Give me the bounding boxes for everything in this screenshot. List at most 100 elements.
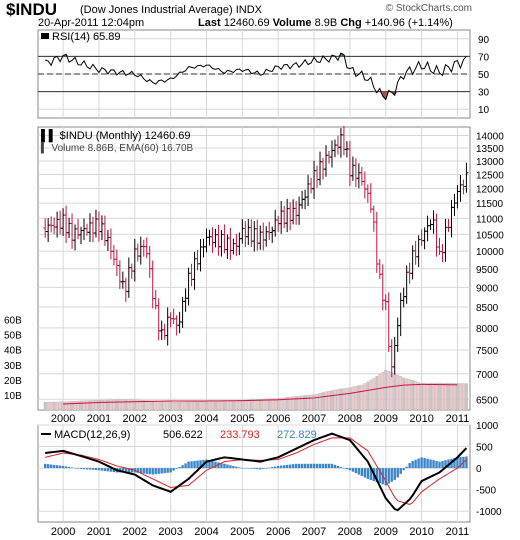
volume-bar bbox=[127, 399, 131, 411]
volume-bar bbox=[133, 399, 137, 411]
macd-histogram-bar bbox=[465, 456, 468, 469]
volume-bar bbox=[348, 387, 352, 411]
macd-histogram-bar bbox=[300, 463, 304, 469]
volume-bar bbox=[199, 401, 202, 411]
volume-bar bbox=[109, 399, 113, 411]
volume-bar bbox=[136, 399, 140, 411]
rsi-tick-label: 30 bbox=[478, 88, 490, 99]
volume-bar bbox=[285, 397, 289, 411]
macd-histogram-bar bbox=[393, 468, 396, 480]
volume-bar bbox=[145, 400, 149, 411]
volume-tick-label: 20B bbox=[4, 376, 22, 387]
volume-bar bbox=[453, 383, 456, 411]
volume-bar bbox=[73, 401, 77, 411]
volume-bar bbox=[255, 399, 259, 411]
macd-histogram-bar bbox=[241, 468, 244, 469]
macd-histogram-bar bbox=[190, 461, 193, 469]
volume-bar bbox=[321, 392, 325, 411]
macd-histogram-bar bbox=[363, 468, 367, 478]
macd-histogram-bar bbox=[130, 468, 134, 473]
macd-histogram-bar bbox=[235, 466, 238, 469]
volume-tick-label: 30B bbox=[4, 361, 22, 372]
volume-bar bbox=[193, 401, 196, 411]
index-name: (Dow Jones Industrial Average) bbox=[80, 4, 233, 16]
volume-bar bbox=[223, 400, 226, 411]
volume-bar bbox=[91, 400, 95, 411]
macd-histogram-bar bbox=[303, 463, 307, 469]
volume-bar bbox=[288, 396, 292, 411]
volume-bar bbox=[238, 400, 241, 411]
price-tick-label: 7500 bbox=[476, 346, 499, 357]
volume-bar bbox=[246, 399, 250, 411]
volume-bar bbox=[249, 399, 253, 411]
macd-histogram-bar bbox=[73, 467, 77, 469]
macd-histogram-bar bbox=[315, 463, 319, 469]
volume-bar bbox=[366, 381, 370, 411]
macd-histogram-bar bbox=[274, 466, 277, 469]
volume-bar bbox=[232, 400, 235, 411]
volume-bar bbox=[318, 393, 322, 411]
macd-histogram-bar bbox=[357, 468, 361, 475]
macd-legend-value: 506.622 bbox=[163, 429, 203, 441]
volume-bar bbox=[315, 393, 319, 411]
macd-histogram-bar bbox=[232, 465, 235, 469]
x-year-label: 2000 bbox=[51, 526, 75, 538]
price-legend: ▌▌ $INDU (Monthly) 12460.69 bbox=[41, 128, 190, 143]
x-year-label: 2005 bbox=[230, 526, 254, 538]
volume-tick-label: 50B bbox=[4, 331, 22, 342]
macd-histogram-bar bbox=[268, 467, 271, 469]
macd-histogram-bar bbox=[46, 464, 50, 469]
volume-bar bbox=[429, 382, 432, 411]
volume-bar bbox=[306, 395, 310, 411]
volume-bar bbox=[55, 401, 59, 411]
price-year-label: 2006 bbox=[266, 413, 290, 425]
volume-bar bbox=[181, 401, 184, 411]
macd-histogram-bar bbox=[291, 464, 295, 469]
volume-bar bbox=[130, 399, 134, 411]
volume-bar bbox=[64, 401, 68, 411]
volume-bar bbox=[67, 401, 71, 411]
macd-histogram-bar bbox=[238, 467, 241, 469]
volume-bar bbox=[178, 401, 181, 411]
volume-bar bbox=[465, 383, 468, 411]
macd-histogram-bar bbox=[312, 463, 316, 469]
volume-bar bbox=[438, 382, 441, 411]
macd-histogram-bar bbox=[321, 463, 325, 469]
macd-histogram-bar bbox=[187, 461, 190, 469]
macd-histogram-bar bbox=[43, 463, 47, 469]
volume-label: Volume bbox=[272, 17, 312, 29]
volume-bar bbox=[139, 399, 143, 411]
x-year-label: 2004 bbox=[194, 526, 218, 538]
macd-histogram-bar bbox=[148, 468, 151, 475]
volume-bar bbox=[52, 401, 56, 411]
macd-histogram-bar bbox=[360, 468, 364, 477]
volume-bar bbox=[276, 398, 280, 411]
price-panel: 6500 7000 7500 8000 8500 9000 9500 10000 10500 11… bbox=[4, 125, 504, 425]
macd-histogram-bar bbox=[259, 468, 262, 470]
chart-name: (Dow Jones Industrial Average) INDX bbox=[80, 4, 262, 16]
volume-bar bbox=[79, 400, 83, 411]
macd-histogram-bar bbox=[217, 462, 220, 469]
macd-histogram-bar bbox=[85, 468, 89, 470]
macd-histogram-bar bbox=[414, 459, 417, 469]
macd-histogram-bar bbox=[271, 467, 274, 469]
macd-histogram-bar bbox=[378, 468, 381, 484]
volume-bar bbox=[94, 400, 98, 411]
macd-histogram-bar bbox=[136, 468, 139, 473]
macd-histogram-bar bbox=[426, 458, 429, 469]
datetime: 20-Apr-2011 12:04pm bbox=[38, 17, 145, 29]
volume-bar bbox=[300, 395, 304, 411]
macd-histogram-bar bbox=[82, 468, 86, 470]
volume-bar bbox=[264, 398, 268, 411]
volume-bar bbox=[417, 382, 420, 411]
macd-histogram-bar bbox=[151, 468, 154, 475]
macd-histogram-bar bbox=[214, 461, 217, 469]
volume-bar bbox=[384, 369, 388, 411]
macd-panel: -1000 -500 0 500 1000 MACD(12,26,9) 506.622 233… bbox=[37, 421, 502, 523]
macd-histogram-bar bbox=[247, 468, 250, 469]
macd-histogram-bar bbox=[345, 468, 349, 470]
price-year-label: 2007 bbox=[302, 413, 326, 425]
volume-bar bbox=[160, 401, 164, 411]
macd-histogram-bar bbox=[396, 468, 399, 478]
